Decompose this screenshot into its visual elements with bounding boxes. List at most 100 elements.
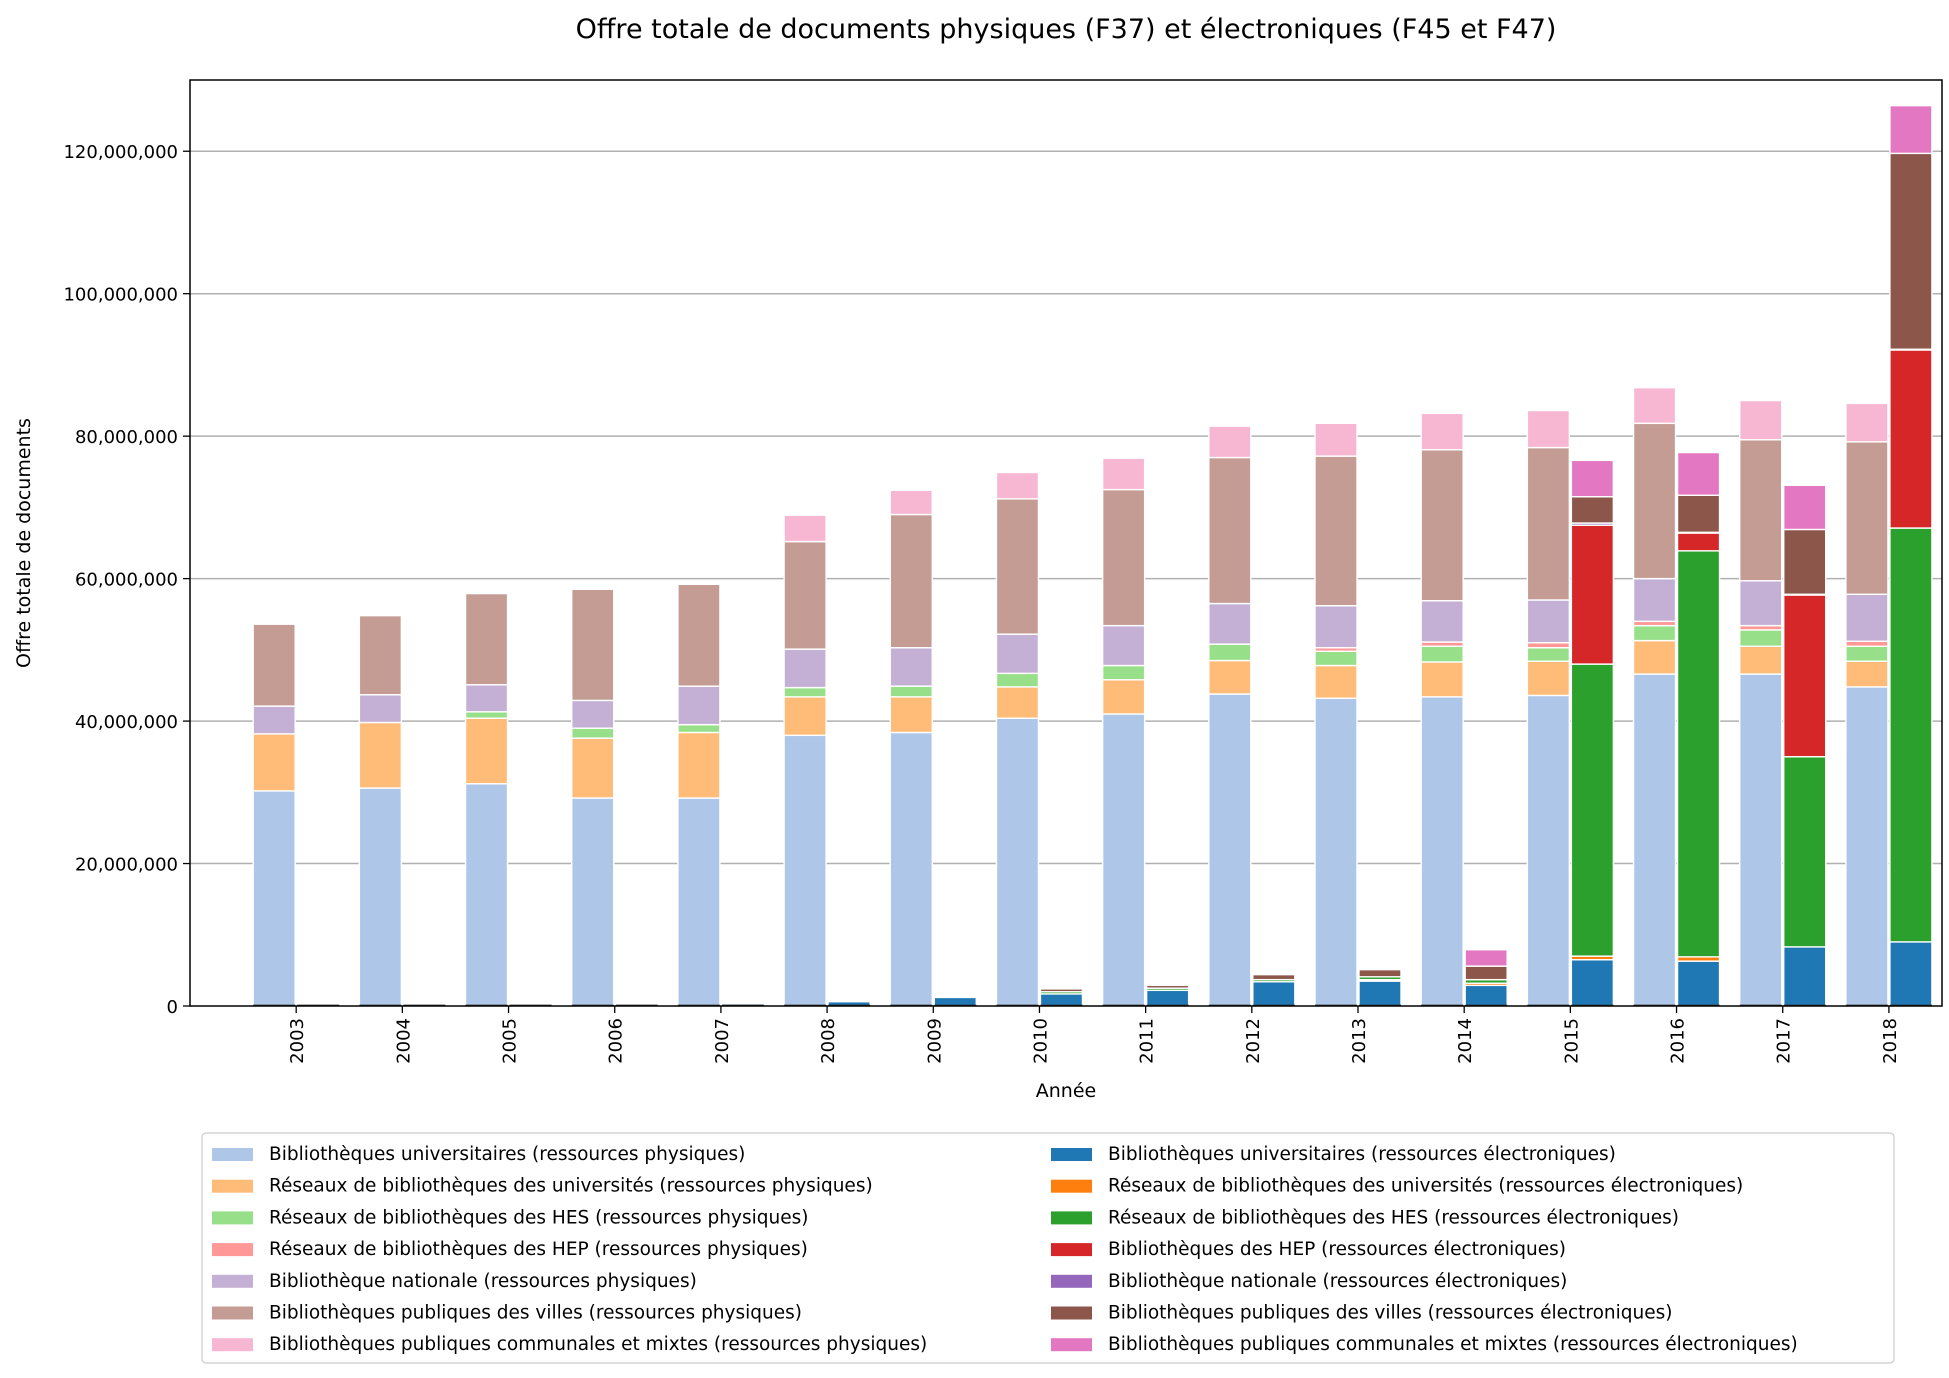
- bar-segment: [1889, 152, 1933, 350]
- bar-segment: [1526, 694, 1571, 1007]
- x-tick-label: 2016: [1668, 1018, 1689, 1064]
- bar-segment: [1739, 439, 1783, 582]
- bar-segment: [1314, 650, 1358, 667]
- legend-swatch: [1051, 1148, 1092, 1161]
- bar-segment: [1420, 599, 1464, 643]
- bar-segment: [1783, 484, 1827, 531]
- bar-segment: [677, 723, 721, 734]
- bar-segment: [995, 471, 1040, 500]
- bar-segment: [1464, 965, 1508, 981]
- bar-segment: [1101, 713, 1146, 1007]
- legend-label: Bibliothèque nationale (ressources physi…: [269, 1271, 697, 1292]
- x-tick-label: 2008: [818, 1018, 839, 1064]
- bar-segment: [358, 614, 403, 696]
- bar-segment: [889, 731, 933, 1007]
- bar-segment: [1314, 455, 1358, 607]
- bar-segment: [995, 498, 1040, 635]
- bar-segment: [1845, 402, 1889, 443]
- bar-segment: [783, 696, 827, 737]
- bar-segment: [252, 705, 296, 735]
- bar-segment: [1358, 980, 1402, 1007]
- bar-segment: [464, 717, 509, 785]
- y-tick-label: 100,000,000: [63, 285, 178, 306]
- x-tick-label: 2004: [393, 1018, 414, 1064]
- y-axis: 0 20,000,000 40,000,000 60,000,000 80,000,00…: [63, 142, 190, 1018]
- x-tick-label: 2009: [924, 1018, 945, 1064]
- bar-segment: [1526, 642, 1571, 649]
- bar-segment: [1252, 981, 1296, 1007]
- bar-segment: [464, 592, 509, 686]
- bar-segment: [1039, 988, 1084, 993]
- legend-swatch: [212, 1338, 253, 1352]
- x-tick-label: 2003: [287, 1018, 308, 1064]
- bar-segment: [1570, 959, 1615, 1007]
- legend-frame: [201, 1132, 1895, 1364]
- bar-segment: [1101, 679, 1146, 715]
- legend-label: Réseaux de bibliothèques des HES (ressou…: [269, 1207, 808, 1228]
- y-tick-label: 60,000,000: [75, 570, 178, 591]
- bar-segment: [783, 540, 827, 650]
- x-tick-label: 2012: [1243, 1018, 1264, 1064]
- bar-segment: [1845, 660, 1889, 688]
- y-tick-label: 0: [167, 997, 178, 1018]
- bar-segment: [783, 648, 827, 689]
- bar-segment: [1570, 496, 1615, 524]
- legend-swatch: [1051, 1338, 1092, 1352]
- bar-segment: [1889, 527, 1933, 943]
- bar-segment: [1632, 387, 1677, 425]
- x-axis-label: Année: [1036, 1080, 1096, 1102]
- legend-label: Bibliothèques des HEP (ressources électr…: [1108, 1239, 1566, 1260]
- bar-segment: [889, 647, 933, 687]
- bar-segment: [571, 699, 615, 729]
- bar-segment: [1632, 422, 1677, 580]
- legend-label: Bibliothèque nationale (ressources élect…: [1108, 1271, 1567, 1292]
- bar-segment: [1889, 104, 1933, 155]
- bars: [252, 104, 1933, 1007]
- legend-label: Bibliothèques publiques communales et mi…: [269, 1334, 927, 1355]
- bar-segment: [1101, 457, 1146, 491]
- bar-segment: [1420, 448, 1464, 602]
- bar-segment: [464, 684, 509, 713]
- bar-segment: [1208, 425, 1252, 459]
- chart-title: Offre totale de documents physiques (F37…: [576, 14, 1557, 45]
- bar-segment: [1632, 577, 1677, 623]
- bar-segment: [1739, 399, 1783, 441]
- x-tick-label: 2018: [1880, 1018, 1901, 1064]
- bar-segment: [677, 583, 721, 687]
- bar-segment: [1632, 624, 1677, 642]
- bar-segment: [1676, 550, 1721, 958]
- legend: Bibliothèques universitaires (ressources…: [201, 1132, 1895, 1364]
- bar-segment: [358, 787, 403, 1007]
- x-tick-label: 2017: [1774, 1018, 1795, 1064]
- bar-segment: [995, 686, 1040, 719]
- bar-segment: [889, 685, 933, 698]
- bar-segment: [1314, 604, 1358, 649]
- x-tick-label: 2011: [1137, 1018, 1158, 1064]
- legend-label: Bibliothèques universitaires (ressources…: [269, 1144, 745, 1165]
- bar-segment: [995, 717, 1040, 1007]
- bar-segment: [358, 694, 403, 724]
- legend-swatch: [1051, 1274, 1092, 1288]
- x-tick-label: 2014: [1455, 1018, 1476, 1064]
- bar-segment: [1739, 673, 1783, 1007]
- bar-segment: [1314, 664, 1358, 699]
- bar-segment: [1632, 673, 1677, 1007]
- legend-label: Réseaux de bibliothèques des universités…: [269, 1176, 873, 1197]
- legend-swatch: [212, 1306, 253, 1320]
- bar-segment: [889, 696, 933, 734]
- bar-segment: [1526, 599, 1571, 644]
- bar-segment: [1208, 659, 1252, 695]
- bar-segment: [571, 797, 615, 1007]
- bar-segment: [1464, 949, 1508, 967]
- bar-segment: [252, 623, 296, 707]
- bar-segment: [1570, 524, 1615, 665]
- bar-segment: [889, 489, 933, 516]
- bar-segment: [1676, 494, 1721, 534]
- y-tick-label: 120,000,000: [63, 142, 178, 163]
- bar-segment: [571, 727, 615, 739]
- x-tick-label: 2007: [712, 1018, 733, 1064]
- bar-segment: [1845, 686, 1889, 1007]
- x-axis: 2003 2004 2005 2006 2007 2008 2009 2010 2011 2012…: [287, 1006, 1901, 1064]
- legend-label: Bibliothèques publiques des villes (ress…: [269, 1303, 802, 1324]
- bar-segment: [571, 737, 615, 799]
